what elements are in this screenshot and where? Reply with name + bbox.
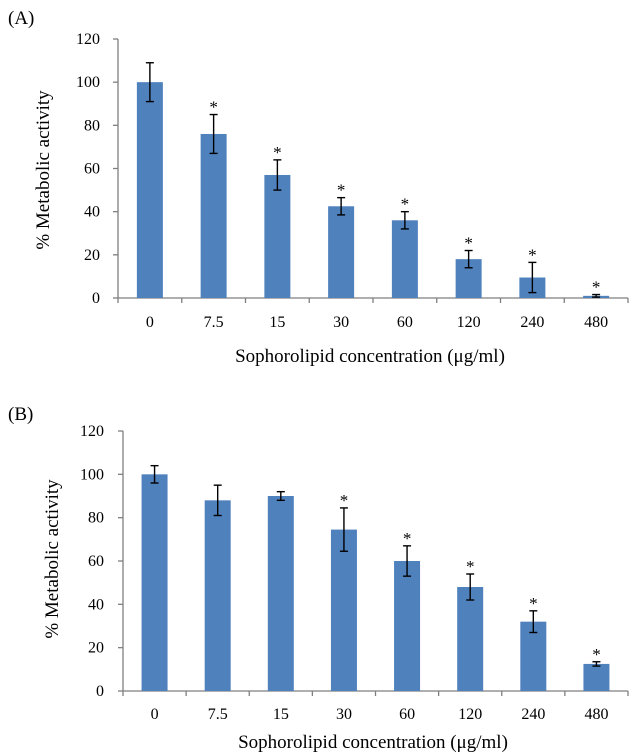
significance-star: * <box>592 278 601 297</box>
x-tick-label: 120 <box>458 706 482 723</box>
y-tick-label: 100 <box>76 74 100 91</box>
significance-star: * <box>273 143 282 162</box>
panel-label: (B) <box>8 404 33 425</box>
significance-star: * <box>337 181 346 200</box>
significance-star: * <box>529 594 538 613</box>
x-tick-label: 240 <box>521 706 545 723</box>
x-tick-label: 15 <box>273 706 289 723</box>
y-tick-label: 80 <box>84 117 100 134</box>
y-tick-label: 0 <box>92 290 100 307</box>
significance-star: * <box>466 557 475 576</box>
significance-star: * <box>209 98 218 117</box>
significance-star: * <box>403 529 412 548</box>
x-tick-label: 480 <box>584 314 608 331</box>
bar <box>328 206 355 298</box>
y-tick-label: 40 <box>84 204 100 221</box>
x-tick-label: 15 <box>269 314 285 331</box>
significance-star: * <box>528 245 537 264</box>
panel-label: (A) <box>8 8 34 29</box>
bar <box>136 82 163 299</box>
y-tick-label: 60 <box>84 161 100 178</box>
bar <box>200 133 227 298</box>
bar <box>583 663 610 691</box>
bar <box>267 496 294 691</box>
y-tick-label: 80 <box>88 510 104 527</box>
bar <box>520 621 547 691</box>
bar <box>457 587 484 691</box>
significance-star: * <box>340 491 349 510</box>
x-axis-title: Sophorolipid concentration (μg/ml) <box>235 346 505 367</box>
y-axis-title: % Metabolic activity <box>42 479 63 639</box>
x-tick-label: 60 <box>399 706 415 723</box>
x-tick-label: 240 <box>520 314 544 331</box>
x-axis-title: Sophorolipid concentration (μg/ml) <box>238 732 508 752</box>
significance-star: * <box>592 645 601 664</box>
x-tick-label: 30 <box>333 314 349 331</box>
x-tick-label: 7.5 <box>208 706 228 723</box>
x-tick-label: 7.5 <box>204 314 224 331</box>
x-tick-label: 120 <box>457 314 481 331</box>
bar <box>141 474 168 691</box>
y-tick-label: 20 <box>84 247 100 264</box>
bar <box>330 529 357 691</box>
plot-area: 0 20 40 60 80 100 120 0 * 7.5 * 15 * 30 * 60 * 120 * 240 * 48… <box>76 31 629 331</box>
significance-star: * <box>401 195 410 214</box>
y-tick-label: 0 <box>96 683 104 700</box>
bar <box>204 500 231 691</box>
bar <box>391 220 418 298</box>
y-tick-label: 60 <box>88 553 104 570</box>
x-tick-label: 30 <box>336 706 352 723</box>
y-tick-label: 20 <box>88 640 104 657</box>
chart-panel-b: (B) % Metabolic activity Sophorolipid co… <box>8 404 629 752</box>
x-tick-label: 0 <box>151 706 159 723</box>
y-tick-label: 40 <box>88 596 104 613</box>
x-tick-label: 60 <box>397 314 413 331</box>
y-tick-label: 120 <box>76 31 100 48</box>
x-tick-label: 480 <box>584 706 608 723</box>
y-axis-title: % Metabolic activity <box>33 90 54 250</box>
significance-star: * <box>464 234 473 253</box>
y-tick-label: 100 <box>80 466 104 483</box>
y-tick-label: 120 <box>80 423 104 440</box>
x-tick-label: 0 <box>146 314 154 331</box>
bar <box>264 174 291 298</box>
chart-panel-a: (A) % Metabolic activity Sophorolipid co… <box>8 8 629 367</box>
plot-area: 0 20 40 60 80 100 120 0 7.5 15 * 30 * 60 * 120 * 240 * 480 <box>80 423 629 723</box>
bar <box>394 561 421 691</box>
